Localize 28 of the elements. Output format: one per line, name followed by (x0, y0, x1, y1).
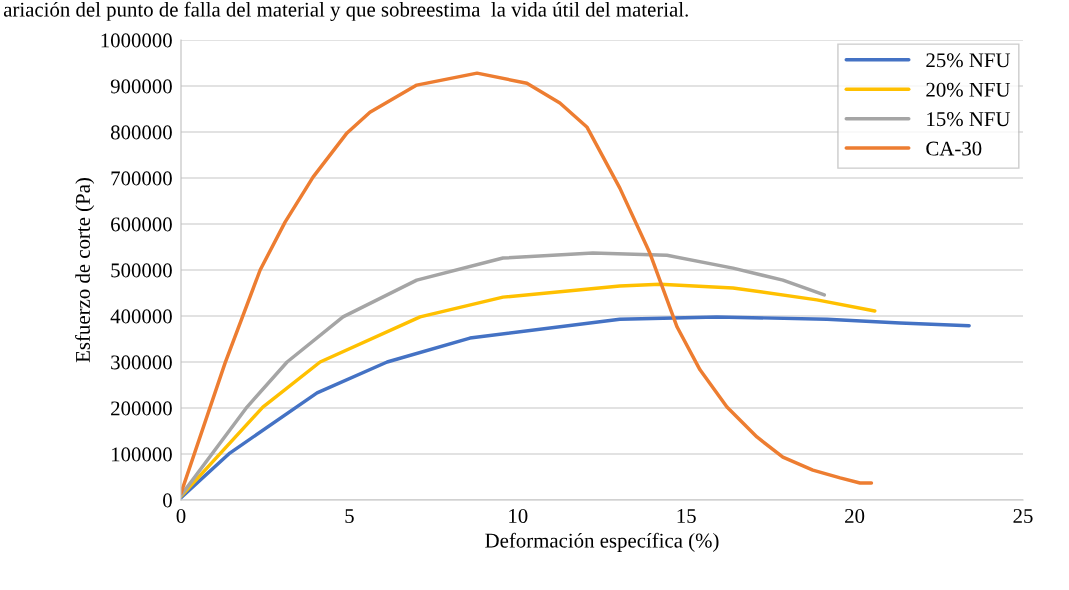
y-tick-label: 800000 (110, 125, 172, 140)
x-tick-label: 5 (345, 509, 354, 523)
line-series (181, 282, 877, 499)
y-tick-label: 700000 (111, 171, 172, 186)
y-tick-label: 0 (163, 493, 172, 508)
y-tick-label: 500000 (111, 263, 172, 278)
y-tick-label: 300000 (111, 355, 172, 370)
x-axis-title: Deformación específica (%) (485, 532, 719, 552)
x-tick-label: 0 (176, 508, 186, 523)
line-series (181, 251, 827, 498)
y-tick-label: 600000 (111, 217, 172, 232)
x-tick-label: 25 (1013, 508, 1033, 523)
x-tick-label: 15 (677, 509, 696, 523)
legend-label: 20% NFU (926, 82, 1011, 97)
y-tick-label: 100000 (112, 447, 172, 462)
line-series (181, 315, 971, 500)
legend-label: 15% NFU (927, 112, 1011, 127)
legend-label: 25% NFU (926, 53, 1011, 68)
x-tick-label: 20 (845, 508, 865, 523)
text: ariación del punto de falla del material y que sobreestima la vida útil del material. (3, 1, 688, 21)
y-tick-label: 400000 (110, 309, 172, 324)
y-tick-label: 200000 (111, 401, 172, 416)
y-tick-label: 900000 (110, 79, 172, 94)
y-axis-title: Esfuerzo de corte (Pa) (75, 178, 95, 363)
x-tick-label: 10 (509, 508, 528, 523)
y-tick-label: 1000000 (101, 33, 172, 48)
legend-label: CA-30 (926, 141, 982, 156)
line-series (181, 71, 874, 495)
